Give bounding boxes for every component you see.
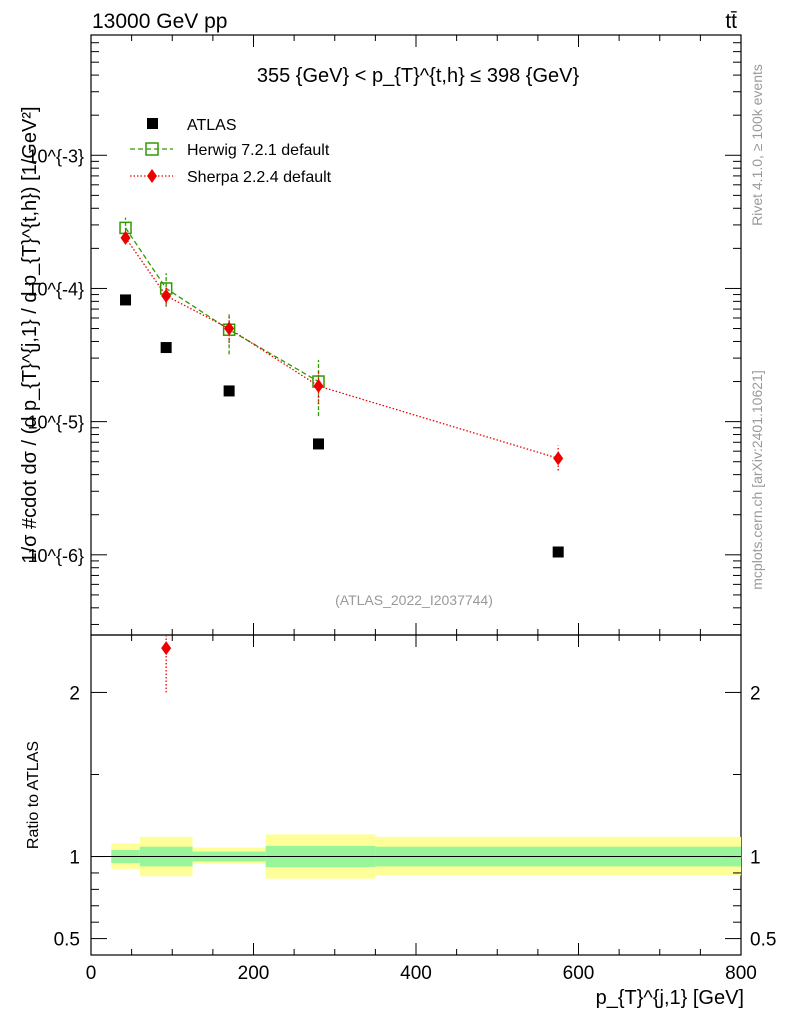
ratio-bands (91, 834, 741, 879)
sherpa-point-1 (161, 288, 172, 303)
data-marks (119, 221, 564, 656)
ratio-y-tick-label-left-1: 1 (69, 848, 80, 869)
ratio-y-tick-label-right-2: 2 (750, 683, 761, 704)
herwig-line (124, 227, 319, 383)
ratio-y-tick-label-right-0.5: 0.5 (750, 930, 776, 951)
atlas-point-1 (160, 342, 172, 354)
ratio-y-axis-label: Ratio to ATLAS (25, 741, 42, 849)
analysis-watermark: (ATLAS_2022_I2037744) (335, 592, 493, 608)
ratio-y-tick-label-right-1: 1 (750, 848, 761, 869)
process-label: tt̄ (725, 10, 737, 33)
legend-marker-sherpa (147, 169, 157, 183)
collision-label: 13000 GeV pp (92, 10, 227, 33)
axis-ticks (90, 34, 742, 955)
main-y-axis-label: 1/σ #cdot dσ / (d p_{T}^{j,1} / d p_{T}^… (19, 106, 41, 563)
legend: ATLAS Herwig 7.2.1 default Sherpa 2.2.4 … (130, 117, 332, 186)
y-tick-label-10^{-4}: 10^{-4} (28, 279, 85, 299)
ratio-plot-frame (90, 634, 742, 956)
source-label: mcplots.cern.ch [arXiv:2401.10621] (749, 370, 765, 589)
x-axis-label: p_{T}^{j,1} [GeV] (596, 987, 744, 1009)
ratio-y-tick-label-left-0.5: 0.5 (54, 930, 80, 951)
x-tick-label-0: 0 (86, 963, 97, 984)
atlas-point-3 (313, 438, 324, 450)
x-tick-label-400: 400 (400, 963, 432, 984)
sherpa-line (124, 237, 559, 459)
y-tick-label-10^{-6}: 10^{-6} (28, 546, 85, 566)
y-tick-label-10^{-5}: 10^{-5} (28, 413, 85, 433)
legend-marker-herwig (145, 142, 159, 156)
sherpa-point-2 (224, 321, 235, 336)
sherpa-ratio-point (161, 641, 172, 656)
atlas-point-4 (552, 546, 564, 558)
rivet-version-label: Rivet 4.1.0, ≥ 100k events (749, 64, 765, 226)
legend-label-herwig: Herwig 7.2.1 default (187, 142, 330, 159)
x-tick-label-600: 600 (563, 963, 595, 984)
legend-marker-atlas (147, 118, 158, 129)
ratio-y-tick-label-left-2: 2 (69, 683, 80, 704)
atlas-point-2 (223, 385, 235, 397)
y-tick-label-10^{-3}: 10^{-3} (28, 146, 85, 166)
sherpa-point-4 (553, 451, 564, 466)
sherpa-point-3 (313, 379, 324, 394)
x-tick-label-200: 200 (238, 963, 270, 984)
series-lines (124, 217, 559, 693)
atlas-point-0 (120, 294, 132, 306)
chart-title: 355 {GeV} < p_{T}^{t,h} ≤ 398 {GeV} (257, 65, 580, 87)
sherpa-point-0 (120, 230, 131, 245)
legend-label-atlas: ATLAS (187, 117, 237, 134)
legend-label-sherpa: Sherpa 2.2.4 default (187, 169, 332, 186)
x-tick-label-800: 800 (725, 963, 757, 984)
tick-labels: 0 200 400 600 800 10^{-6} 10^{-5} 10^{-4} 10^{-3… (28, 146, 777, 984)
